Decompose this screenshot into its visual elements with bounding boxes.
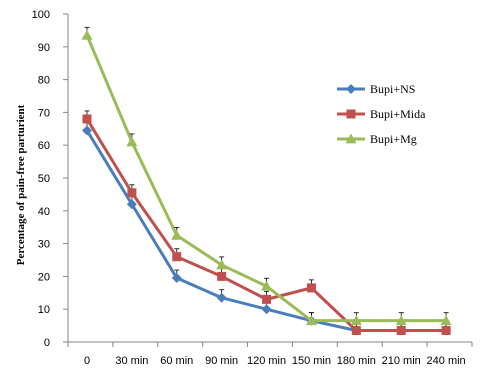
- legend-item: Bupi+Mg: [337, 132, 417, 146]
- y-tick-label: 50: [38, 173, 50, 185]
- data-point-triangle: [81, 29, 93, 40]
- data-point-diamond: [346, 84, 356, 94]
- legend-label: Bupi+NS: [370, 82, 415, 96]
- data-point-triangle: [171, 229, 183, 240]
- data-point-triangle: [440, 315, 452, 326]
- data-point-triangle: [395, 315, 407, 326]
- x-tick-label: 60 min: [160, 355, 193, 367]
- y-tick-label: 10: [38, 304, 50, 316]
- y-tick-label: 40: [38, 206, 50, 218]
- data-point-square: [346, 109, 356, 119]
- data-point-triangle: [350, 315, 362, 326]
- legend-item: Bupi+Mida: [337, 107, 426, 121]
- data-point-square: [306, 283, 316, 293]
- y-tick-label: 30: [38, 239, 50, 251]
- x-tick-label: 120 min: [247, 355, 286, 367]
- data-point-square: [127, 188, 137, 198]
- x-tick-label: 180 min: [337, 355, 376, 367]
- legend-label: Bupi+Mida: [370, 107, 426, 121]
- series-bupi-mg: [81, 26, 452, 326]
- x-tick-label: 240 min: [427, 355, 466, 367]
- x-tick-labels: 0 30 min 60 min 90 min 120 min 150 min 180 min…: [84, 355, 466, 367]
- series-layer: [81, 26, 452, 336]
- data-point-square: [262, 294, 272, 304]
- axes: [63, 13, 473, 347]
- y-tick-label: 0: [44, 337, 50, 349]
- x-tick-label: 90 min: [205, 355, 238, 367]
- x-tick-label: 0: [84, 355, 90, 367]
- data-point-square: [217, 271, 227, 281]
- x-tick-label: 210 min: [382, 355, 421, 367]
- legend: Bupi+NS Bupi+Mida Bupi+Mg: [337, 82, 426, 146]
- series-bupi-mida: [82, 110, 451, 336]
- data-point-diamond: [261, 304, 272, 315]
- data-point-square: [441, 326, 451, 336]
- y-tick-label: 80: [38, 75, 50, 87]
- data-point-triangle: [126, 136, 138, 147]
- y-tick-label: 100: [32, 9, 50, 21]
- data-point-square: [351, 326, 361, 336]
- data-point-square: [172, 252, 182, 262]
- y-tick-labels: 0 10 20 30 40 50 60 70 80 90 100: [32, 9, 50, 349]
- data-point-triangle: [345, 133, 357, 144]
- data-point-square: [82, 114, 92, 124]
- data-point-triangle: [305, 315, 317, 326]
- y-tick-label: 60: [38, 140, 50, 152]
- legend-item: Bupi+NS: [337, 82, 415, 96]
- x-tick-label: 30 min: [115, 355, 148, 367]
- data-point-square: [396, 326, 406, 336]
- data-point-diamond: [216, 292, 227, 303]
- y-tick-label: 70: [38, 107, 50, 119]
- data-point-triangle: [261, 280, 273, 291]
- x-tick-label: 150 min: [292, 355, 331, 367]
- y-axis-title: Percentage of pain-free parturient: [15, 104, 27, 265]
- data-point-triangle: [216, 259, 228, 270]
- legend-label: Bupi+Mg: [370, 132, 417, 146]
- data-point-diamond: [171, 273, 182, 284]
- data-point-diamond: [126, 199, 137, 210]
- y-tick-label: 20: [38, 271, 50, 283]
- y-tick-label: 90: [38, 42, 50, 54]
- data-point-diamond: [82, 125, 92, 136]
